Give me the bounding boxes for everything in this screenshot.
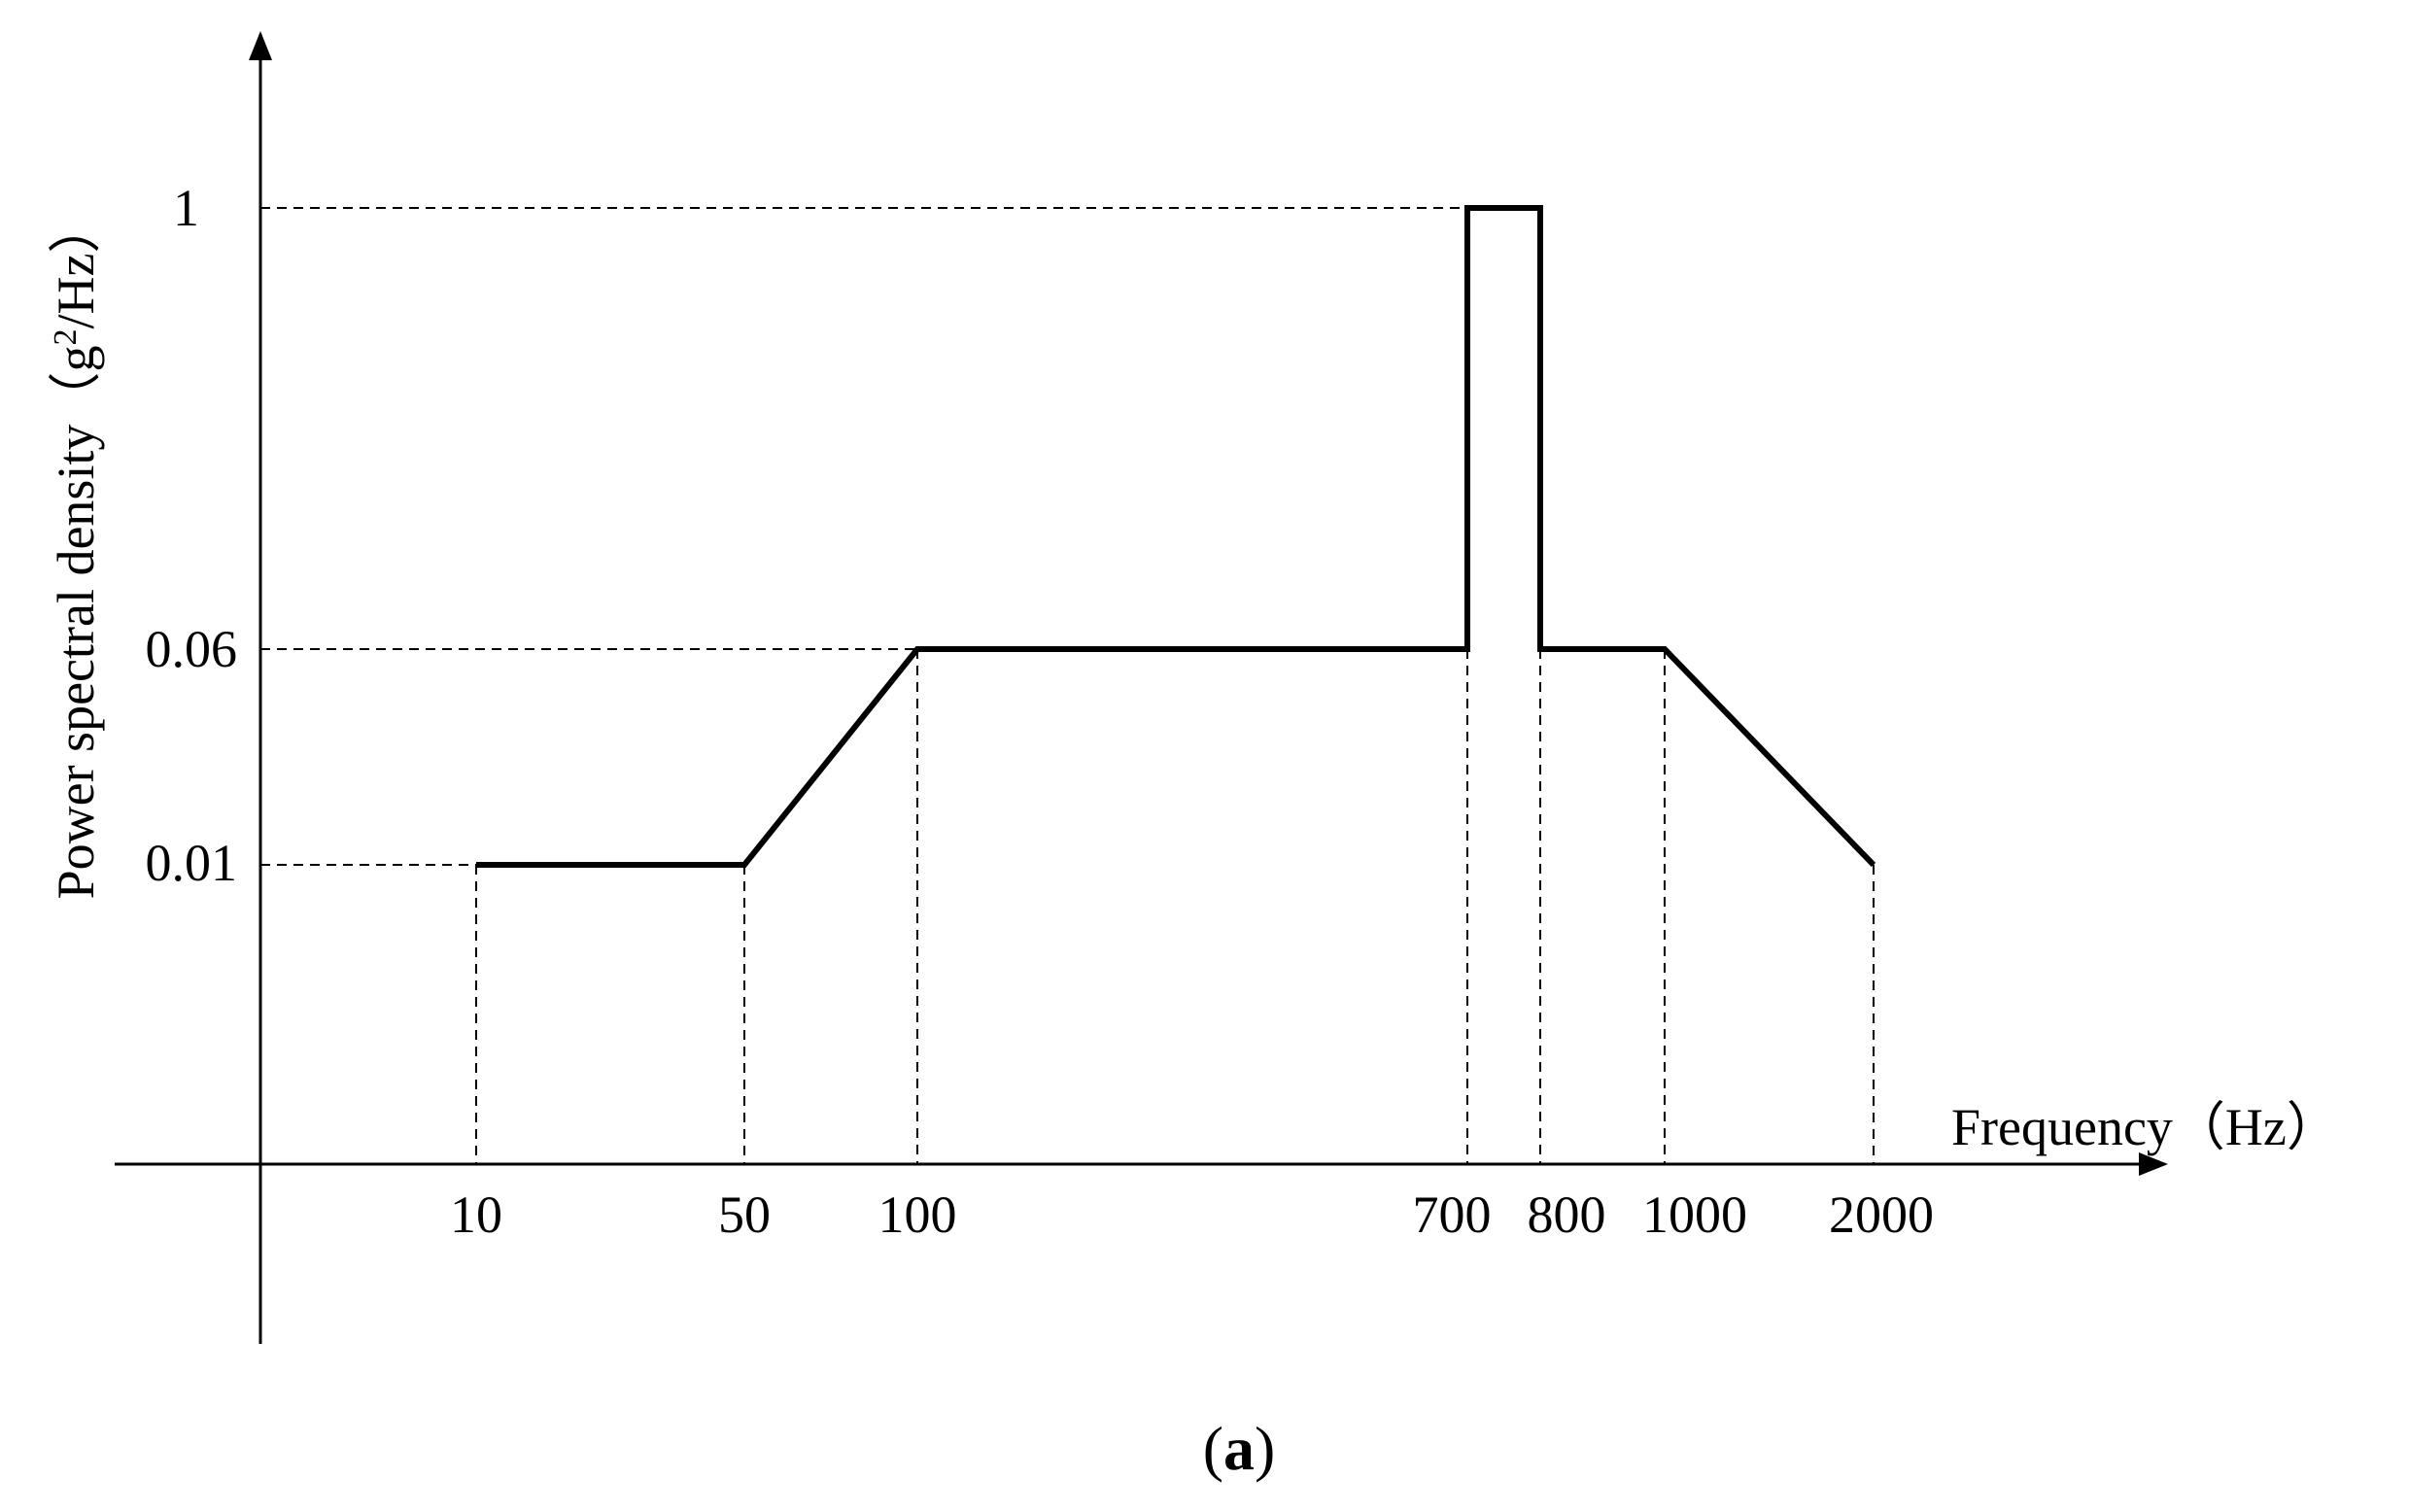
x-tick-label-2000: 2000 [1829,1186,1934,1244]
y-tick-label-0.06: 0.06 [146,620,238,678]
y-tick-label-0.01: 0.01 [146,834,238,892]
x-tick-label-50: 50 [718,1186,771,1244]
y-axis-title-main: Power spectral density（g [47,346,105,900]
x-tick-label-1000: 1000 [1642,1186,1747,1244]
x-tick-label-100: 100 [878,1186,957,1244]
y-axis-title: Power spectral density（g2/Hz） [47,201,105,900]
panel-label-close: ) [1255,1414,1275,1483]
x-tick-label-800: 800 [1528,1186,1606,1244]
x-tick-labels: 10 50 100 700 800 1000 2000 [450,1186,1934,1244]
x-tick-label-700: 700 [1413,1186,1492,1244]
y-axis-title-superscript: 2 [48,329,84,346]
panel-label: (a) [1203,1414,1276,1483]
y-axis-title-tail: /Hz） [47,201,105,329]
panel-label-letter: a [1223,1414,1255,1483]
x-tick-label-10: 10 [450,1186,502,1244]
y-tick-label-1: 1 [173,179,199,237]
panel-label-open: ( [1203,1414,1223,1483]
x-axis-title: Frequency（Hz） [1951,1098,2339,1156]
y-tick-labels: 0.01 0.06 1 [146,179,238,892]
psd-series-line [476,205,1876,868]
reference-lines [260,207,1875,1164]
